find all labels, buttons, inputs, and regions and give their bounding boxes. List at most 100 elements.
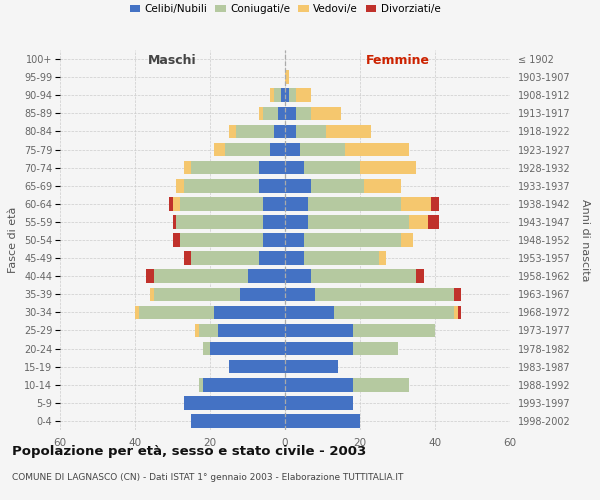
Bar xyxy=(296,106,311,120)
Bar xyxy=(334,306,454,319)
Bar xyxy=(311,106,341,120)
Bar xyxy=(173,233,180,247)
Bar xyxy=(315,288,454,301)
Bar xyxy=(195,324,199,338)
Bar xyxy=(154,288,240,301)
Bar xyxy=(304,161,360,174)
Text: Femmine: Femmine xyxy=(365,54,430,66)
Bar xyxy=(289,88,296,102)
Bar xyxy=(285,215,308,228)
Bar xyxy=(248,270,285,283)
Text: Popolazione per età, sesso e stato civile - 2003: Popolazione per età, sesso e stato civil… xyxy=(12,445,366,458)
Bar xyxy=(203,378,285,392)
Bar xyxy=(184,252,191,265)
Bar xyxy=(135,306,139,319)
Bar xyxy=(379,252,386,265)
Bar xyxy=(263,197,285,210)
Bar xyxy=(285,161,304,174)
Bar xyxy=(173,197,180,210)
Bar xyxy=(184,179,259,192)
Y-axis label: Anni di nascita: Anni di nascita xyxy=(580,198,590,281)
Bar xyxy=(308,197,401,210)
Bar xyxy=(304,233,401,247)
Bar xyxy=(259,179,285,192)
Bar xyxy=(454,288,461,301)
Bar xyxy=(259,161,285,174)
Bar xyxy=(311,179,364,192)
Bar xyxy=(277,106,285,120)
Bar xyxy=(296,88,311,102)
Bar xyxy=(353,324,435,338)
Bar xyxy=(263,106,277,120)
Bar xyxy=(274,88,281,102)
Bar xyxy=(199,324,218,338)
Bar xyxy=(214,306,285,319)
Bar xyxy=(285,70,289,84)
Bar xyxy=(259,252,285,265)
Bar xyxy=(285,414,360,428)
Bar xyxy=(360,161,416,174)
Bar xyxy=(454,306,458,319)
Bar xyxy=(259,106,263,120)
Bar xyxy=(285,197,308,210)
Bar xyxy=(146,270,154,283)
Bar xyxy=(203,342,210,355)
Bar xyxy=(285,378,353,392)
Text: Maschi: Maschi xyxy=(148,54,197,66)
Legend: Celibi/Nubili, Coniugati/e, Vedovi/e, Divorziati/e: Celibi/Nubili, Coniugati/e, Vedovi/e, Di… xyxy=(125,0,445,18)
Bar xyxy=(401,197,431,210)
Bar xyxy=(285,396,353,409)
Bar xyxy=(199,378,203,392)
Bar xyxy=(285,88,289,102)
Bar xyxy=(285,179,311,192)
Bar xyxy=(263,215,285,228)
Bar xyxy=(458,306,461,319)
Bar xyxy=(169,197,173,210)
Bar xyxy=(225,142,270,156)
Bar xyxy=(364,179,401,192)
Bar xyxy=(281,88,285,102)
Bar xyxy=(308,215,409,228)
Bar xyxy=(285,270,311,283)
Bar xyxy=(263,233,285,247)
Bar xyxy=(427,215,439,228)
Bar xyxy=(300,142,345,156)
Bar xyxy=(431,197,439,210)
Bar xyxy=(296,124,326,138)
Bar xyxy=(285,342,353,355)
Bar xyxy=(173,215,176,228)
Bar xyxy=(229,360,285,374)
Bar xyxy=(270,88,274,102)
Bar xyxy=(180,197,263,210)
Bar xyxy=(270,142,285,156)
Bar xyxy=(176,179,184,192)
Bar xyxy=(285,306,334,319)
Text: COMUNE DI LAGNASCO (CN) - Dati ISTAT 1° gennaio 2003 - Elaborazione TUTTITALIA.I: COMUNE DI LAGNASCO (CN) - Dati ISTAT 1° … xyxy=(12,472,403,482)
Bar xyxy=(285,233,304,247)
Bar xyxy=(274,124,285,138)
Bar xyxy=(214,142,225,156)
Bar xyxy=(210,342,285,355)
Bar xyxy=(184,161,191,174)
Bar xyxy=(285,252,304,265)
Bar xyxy=(353,342,398,355)
Bar xyxy=(191,414,285,428)
Bar xyxy=(285,288,315,301)
Bar xyxy=(184,396,285,409)
Bar xyxy=(236,124,274,138)
Bar xyxy=(150,288,154,301)
Bar xyxy=(285,142,300,156)
Bar xyxy=(311,270,416,283)
Bar xyxy=(409,215,427,228)
Bar xyxy=(191,161,259,174)
Bar xyxy=(154,270,248,283)
Bar xyxy=(285,106,296,120)
Bar xyxy=(191,252,259,265)
Bar xyxy=(240,288,285,301)
Bar xyxy=(401,233,413,247)
Bar xyxy=(353,378,409,392)
Bar xyxy=(229,124,236,138)
Bar xyxy=(285,324,353,338)
Bar xyxy=(345,142,409,156)
Bar xyxy=(416,270,424,283)
